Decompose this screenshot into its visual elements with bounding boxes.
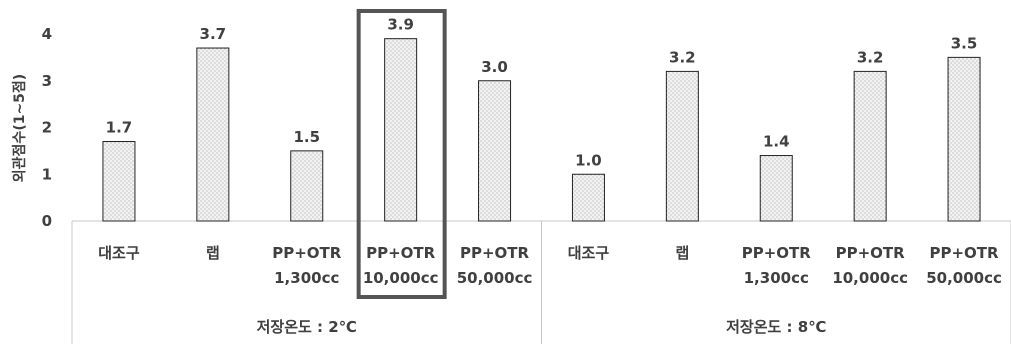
bar-value-label: 3.5 xyxy=(951,34,978,52)
bar-value-label: 3.2 xyxy=(669,48,696,66)
category-label: PP+OTR xyxy=(836,244,906,262)
highlight-box xyxy=(356,9,447,299)
bar xyxy=(102,141,136,222)
y-tick-label: 4 xyxy=(42,25,52,43)
bar xyxy=(853,70,887,222)
category-label: 대조구 xyxy=(98,244,140,262)
bar xyxy=(759,155,793,222)
category-label: 랩 xyxy=(675,244,689,262)
category-label: 10,000cc xyxy=(832,269,908,287)
category-label: 50,000cc xyxy=(926,269,1002,287)
bar xyxy=(478,80,512,222)
bar-value-label: 3.9 xyxy=(387,16,414,34)
bar-value-label: 3.2 xyxy=(857,48,884,66)
bar-value-label: 1.5 xyxy=(293,128,320,146)
category-label: 50,000cc xyxy=(457,269,533,287)
bar xyxy=(290,150,324,222)
category-label: PP+OTR xyxy=(930,244,1000,262)
category-label: PP+OTR xyxy=(272,244,342,262)
category-label: 10,000cc xyxy=(363,269,439,287)
bar xyxy=(196,47,230,222)
category-label: 대조구 xyxy=(568,244,610,262)
category-label: PP+OTR xyxy=(366,244,436,262)
bar-value-label: 1.4 xyxy=(763,133,790,151)
bar xyxy=(665,70,699,222)
group-label: 저장온도 : 8℃ xyxy=(726,318,826,336)
y-tick-label: 3 xyxy=(42,72,52,90)
bar xyxy=(947,56,981,222)
y-tick-label: 1 xyxy=(42,165,52,183)
plot-area: 0 1 2 3 4 1.7 대조구 3.7 랩 1.5 PP+OTR 1,300cc 3.9 PP+OTR… xyxy=(42,9,1011,344)
bar-value-label: 3.0 xyxy=(481,58,508,76)
bar xyxy=(571,173,605,222)
category-label: 1,300cc xyxy=(744,269,809,287)
bar-value-label: 1.0 xyxy=(575,151,602,169)
group-label: 저장온도 : 2℃ xyxy=(257,318,357,336)
y-tick-label: 0 xyxy=(42,212,52,230)
category-label: 1,300cc xyxy=(274,269,339,287)
category-label: PP+OTR xyxy=(460,244,530,262)
bar-value-label: 3.7 xyxy=(200,25,227,43)
y-tick-label: 2 xyxy=(42,119,52,137)
bar xyxy=(384,38,418,222)
category-label: PP+OTR xyxy=(742,244,812,262)
bar-value-label: 1.7 xyxy=(106,119,133,137)
category-label: 랩 xyxy=(206,244,220,262)
y-axis-title: 외관점수(1~5점) xyxy=(11,74,28,182)
